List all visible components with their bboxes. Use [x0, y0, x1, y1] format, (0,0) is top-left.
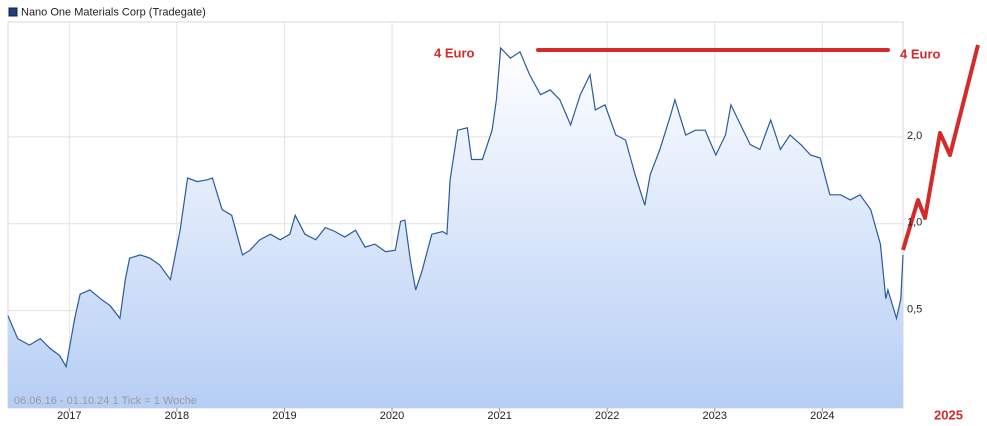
overlay: 4 Euro 4 Euro [434, 45, 941, 61]
y-tick-label: 2,0 [907, 130, 922, 142]
projection-line [901, 44, 980, 251]
x-tick-label: 2019 [272, 410, 296, 422]
x-tick-label: 2020 [380, 410, 404, 422]
y-tick-label: 0,5 [907, 304, 922, 316]
y-tick-label: 1,0 [907, 217, 922, 229]
x-tick-label: 2021 [487, 410, 511, 422]
x-tick-label: 2024 [810, 410, 834, 422]
x-tick-label: 2017 [57, 410, 81, 422]
price-line [7, 46, 904, 369]
legend-swatch [8, 7, 18, 17]
x-tick-label: 2022 [595, 410, 619, 422]
x-tick-label: 2023 [703, 410, 727, 422]
legend-label: Nano One Materials Corp (Tradegate) [21, 6, 206, 18]
target-label: 4 Euro [434, 45, 475, 60]
footnote: 06.06.16 - 01.10.24 1 Tick = 1 Woche [14, 395, 197, 407]
x-tick-label: 2018 [165, 410, 189, 422]
target-label: 4 Euro [900, 46, 941, 61]
plot [7, 46, 904, 408]
area-fill [8, 48, 903, 408]
projection-label: 2025 [934, 407, 963, 422]
